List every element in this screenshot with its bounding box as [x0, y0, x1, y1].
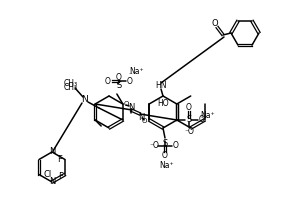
Text: O: O — [116, 72, 122, 81]
Text: Cl: Cl — [44, 170, 52, 179]
Text: N: N — [49, 178, 55, 186]
Text: O: O — [123, 101, 129, 107]
Text: O: O — [212, 18, 218, 28]
Text: S: S — [116, 81, 122, 91]
Text: O: O — [105, 77, 111, 86]
Text: N: N — [128, 103, 134, 112]
Text: F: F — [58, 172, 63, 181]
Text: CH₃: CH₃ — [64, 83, 78, 92]
Text: ⁻: ⁻ — [129, 72, 133, 78]
Text: O: O — [199, 115, 205, 124]
Text: O: O — [127, 77, 133, 86]
Text: Na⁺: Na⁺ — [200, 111, 215, 120]
Text: ⁻O: ⁻O — [185, 126, 195, 135]
Text: CH₃: CH₃ — [64, 78, 78, 88]
Text: O: O — [162, 152, 168, 161]
Text: N: N — [49, 147, 55, 157]
Text: HN: HN — [155, 81, 167, 91]
Text: S: S — [162, 138, 168, 147]
Text: S: S — [186, 115, 192, 124]
Text: F: F — [58, 155, 62, 164]
Text: O: O — [173, 141, 179, 150]
Text: O: O — [186, 103, 192, 112]
Text: ⁻O: ⁻O — [149, 141, 159, 150]
Text: N: N — [82, 95, 88, 104]
Text: HO: HO — [157, 98, 169, 108]
Text: Na⁺: Na⁺ — [130, 68, 144, 77]
Text: O: O — [141, 118, 147, 124]
Text: N: N — [138, 112, 144, 121]
Text: Na⁺: Na⁺ — [160, 161, 174, 170]
